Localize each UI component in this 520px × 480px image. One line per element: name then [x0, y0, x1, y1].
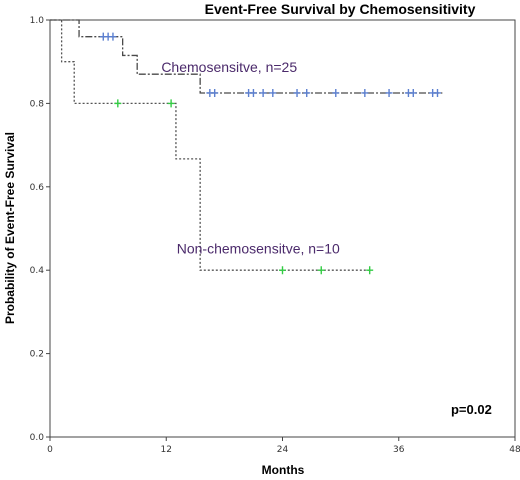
censor-mark	[303, 88, 311, 97]
x-axis-label: Months	[262, 463, 305, 477]
y-tick-label: 0.8	[30, 99, 45, 109]
chart-title: Event-Free Survival by Chemosensitivity	[205, 1, 476, 17]
censor-mark	[279, 266, 286, 275]
y-tick-label: 0.6	[30, 183, 45, 193]
y-axis-label: Probability of Event-Free Survival	[3, 132, 17, 324]
censor-mark	[114, 99, 122, 108]
y-tick-label: 0.0	[30, 433, 45, 443]
censor-mark	[249, 88, 257, 97]
y-tick-label: 0.4	[30, 266, 45, 276]
censor-mark	[409, 88, 417, 97]
censor-mark	[317, 266, 325, 275]
censor-mark	[361, 88, 369, 97]
survival-curve-1	[50, 19, 443, 94]
x-tick-label: 12	[161, 445, 172, 455]
series-label: Non-chemosensitve, n=10	[177, 241, 340, 257]
annotations: Chemosensitve, n=25 Non-chemosensitve, n=…	[161, 59, 492, 417]
censor-mark	[332, 88, 340, 97]
censor-mark	[434, 88, 441, 97]
y-tick-label: 1.0	[30, 16, 45, 26]
series-label: Chemosensitve, n=25	[161, 59, 297, 75]
survival-curves	[50, 19, 443, 275]
x-axis: 0 12 24 36 48	[47, 437, 520, 455]
censor-mark	[167, 99, 175, 108]
y-axis: 0.0 0.2 0.4 0.6 0.8 1.0	[30, 16, 50, 443]
x-tick-label: 0	[47, 445, 53, 455]
censor-mark	[109, 32, 117, 41]
censor-mark	[259, 88, 267, 97]
x-tick-label: 24	[277, 445, 289, 455]
censor-mark	[366, 266, 374, 275]
p-value-label: p=0.02	[451, 402, 492, 417]
plot-border	[49, 19, 516, 438]
y-tick-label: 0.2	[30, 350, 44, 360]
censor-mark	[211, 88, 219, 97]
x-tick-label: 36	[393, 445, 405, 455]
censor-mark	[385, 88, 393, 97]
plot-frame	[49, 19, 516, 438]
censor-mark	[293, 88, 301, 97]
x-tick-label: 48	[509, 445, 520, 455]
censor-mark	[269, 88, 277, 97]
survival-curve-2	[50, 19, 370, 271]
